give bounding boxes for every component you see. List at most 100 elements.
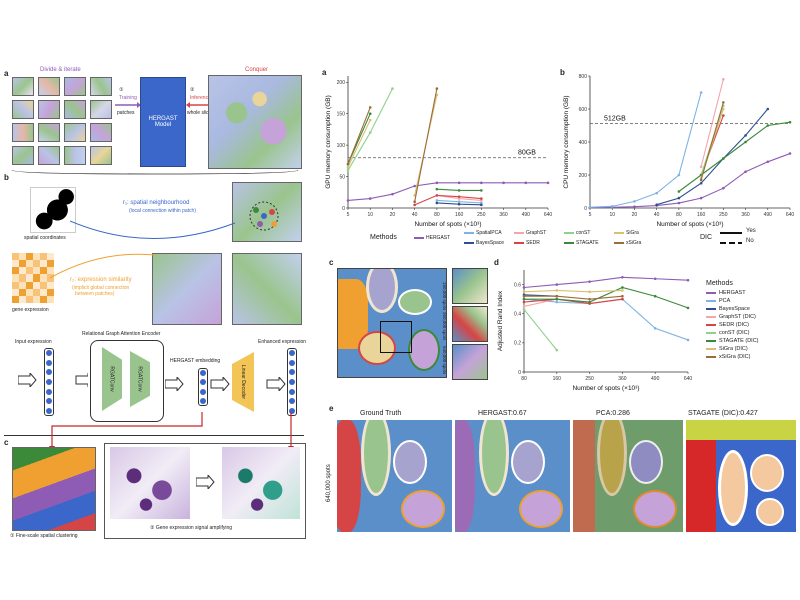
x-tick-label: 640: [684, 376, 693, 382]
y-tick-label: 200: [579, 173, 588, 179]
left-schematic: a Divide & iterate Conquer ① Training pa…: [0, 55, 310, 545]
r1-curve: [70, 220, 236, 239]
y-tick-label: 600: [579, 107, 588, 113]
legend-d-text: conST (DIC): [719, 330, 750, 336]
y-tick-label: 0.2: [514, 341, 521, 347]
legend-d-text: HERGAST: [719, 290, 746, 296]
encoder-arrows-left: [18, 373, 88, 387]
decoder-arrows: [165, 377, 286, 391]
data-point: [435, 201, 439, 205]
panel-c-side-3: 640,000 spots: [442, 346, 447, 375]
data-point: [621, 294, 624, 298]
y-tick-label: 0.6: [514, 282, 521, 288]
x-tick-label: 20: [390, 212, 396, 218]
rgatconv-2: RGATConv: [130, 351, 150, 407]
legend-d-item: conST (DIC): [706, 329, 800, 337]
legend-d-swatch: [706, 308, 716, 310]
panel-d-label: d: [494, 258, 499, 267]
amplify-box: [104, 443, 306, 539]
legend-ab-title: Methods: [370, 234, 397, 241]
series-line: [523, 276, 689, 289]
y-axis-label: Adjusted Rand Index: [497, 290, 504, 351]
encoder-box: [90, 340, 164, 422]
series-line: [700, 102, 724, 181]
stagate-map: [686, 420, 796, 532]
embedding-label: HERGAST embedding: [170, 358, 221, 364]
dic-yes-line: [720, 232, 742, 234]
y-tick-label: 200: [337, 80, 346, 86]
panel-c-side-1: 160,000 spots: [442, 282, 447, 311]
legend-ab-item: BayesSpace: [464, 238, 512, 248]
legend-ab: Methods HERGAST SpatialPCA GraphST conST…: [370, 228, 800, 258]
x-axis-label: Number of spots (×10³): [572, 385, 639, 392]
legend-ab-item: xSiGra: [614, 238, 662, 248]
pca-map: [573, 420, 683, 532]
x-tick-label: 490: [764, 212, 773, 218]
r2-curve: [50, 253, 156, 279]
legend-d-item: HERGAST: [706, 289, 800, 297]
series-line: [436, 194, 482, 202]
series-line: [347, 107, 371, 165]
legend-d-swatch: [706, 316, 716, 318]
patch-right-image: [232, 253, 302, 325]
x-tick-label: 490: [651, 376, 660, 382]
panel-c-main-map: [337, 268, 447, 378]
x-tick-label: 160: [455, 212, 464, 218]
x-tick-label: 160: [553, 376, 562, 382]
legend-d-text: GraphST (DIC): [719, 314, 756, 320]
legend-d-text: PCA: [719, 298, 731, 304]
series-line: [347, 182, 548, 202]
legend-d-title: Methods: [706, 280, 733, 287]
series-line: [589, 153, 791, 209]
gpu-memory-chart: 5 10 20 40 80 160 250 360 490 640 0 50 100 150 200 Numb…: [325, 76, 552, 228]
x-tick-label: 490: [522, 212, 531, 218]
x-tick-label: 360: [618, 376, 627, 382]
panel-e-title-2: PCA:0.286: [596, 410, 630, 417]
dic-title: DIC: [700, 234, 713, 241]
legend-d-item: SiGra (DIC): [706, 345, 800, 353]
series-line: [656, 108, 769, 206]
series-line: [523, 308, 558, 351]
series-line: [347, 88, 393, 171]
series-line: [414, 88, 438, 202]
linear-decoder: Linear Decoder: [232, 352, 254, 412]
series-line: [678, 121, 791, 192]
neighbour-overlay: [249, 201, 279, 231]
y-tick-label: 0: [518, 370, 521, 376]
linear-decoder-label: Linear Decoder: [240, 364, 246, 400]
series-line: [523, 298, 623, 305]
x-tick-label: 80: [521, 376, 527, 382]
x-tick-label: 40: [654, 212, 660, 218]
amplified-expression-image: [222, 447, 300, 519]
r1-sub: (local connection within patch): [129, 208, 196, 214]
x-tick-label: 20: [632, 212, 638, 218]
legend-d-item: GraphST (DIC): [706, 313, 800, 321]
x-tick-label: 80: [676, 212, 682, 218]
x-tick-label: 360: [499, 212, 508, 218]
fine-scale-clustering-image: [12, 447, 96, 531]
legend-d: Methods HERGAST PCA BayesSpace GraphST (DIC…: [706, 280, 800, 361]
patch-left-image: [152, 253, 222, 325]
x-tick-label: 40: [412, 212, 418, 218]
legend-d-swatch: [706, 324, 716, 326]
series-line: [589, 92, 702, 208]
legend-ab-item: SpatialPCA: [464, 228, 512, 238]
panel-e-title-1: HERGAST:0.67: [478, 410, 527, 417]
x-tick-label: 250: [477, 212, 486, 218]
series-line: [436, 199, 482, 204]
input-vector: [44, 348, 54, 416]
data-point: [435, 187, 439, 191]
panel-e-side-label: 640,000 spots: [326, 464, 332, 502]
x-tick-label: 250: [585, 376, 594, 382]
legend-ab-item: SEDR: [514, 238, 562, 248]
x-tick-label: 10: [609, 212, 615, 218]
training-num: ①: [119, 87, 124, 93]
legend-d-swatch: [706, 300, 716, 302]
rgatconv-1: RGATConv: [102, 347, 122, 411]
series-line: [436, 188, 482, 191]
reference-line-label: 80GB: [518, 150, 536, 157]
amplify-label: ② Gene expression signal amplifying: [150, 525, 233, 531]
r1-title: r₁: spatial neighbourhood: [123, 200, 190, 206]
series-line: [414, 194, 482, 206]
x-tick-label: 10: [367, 212, 373, 218]
